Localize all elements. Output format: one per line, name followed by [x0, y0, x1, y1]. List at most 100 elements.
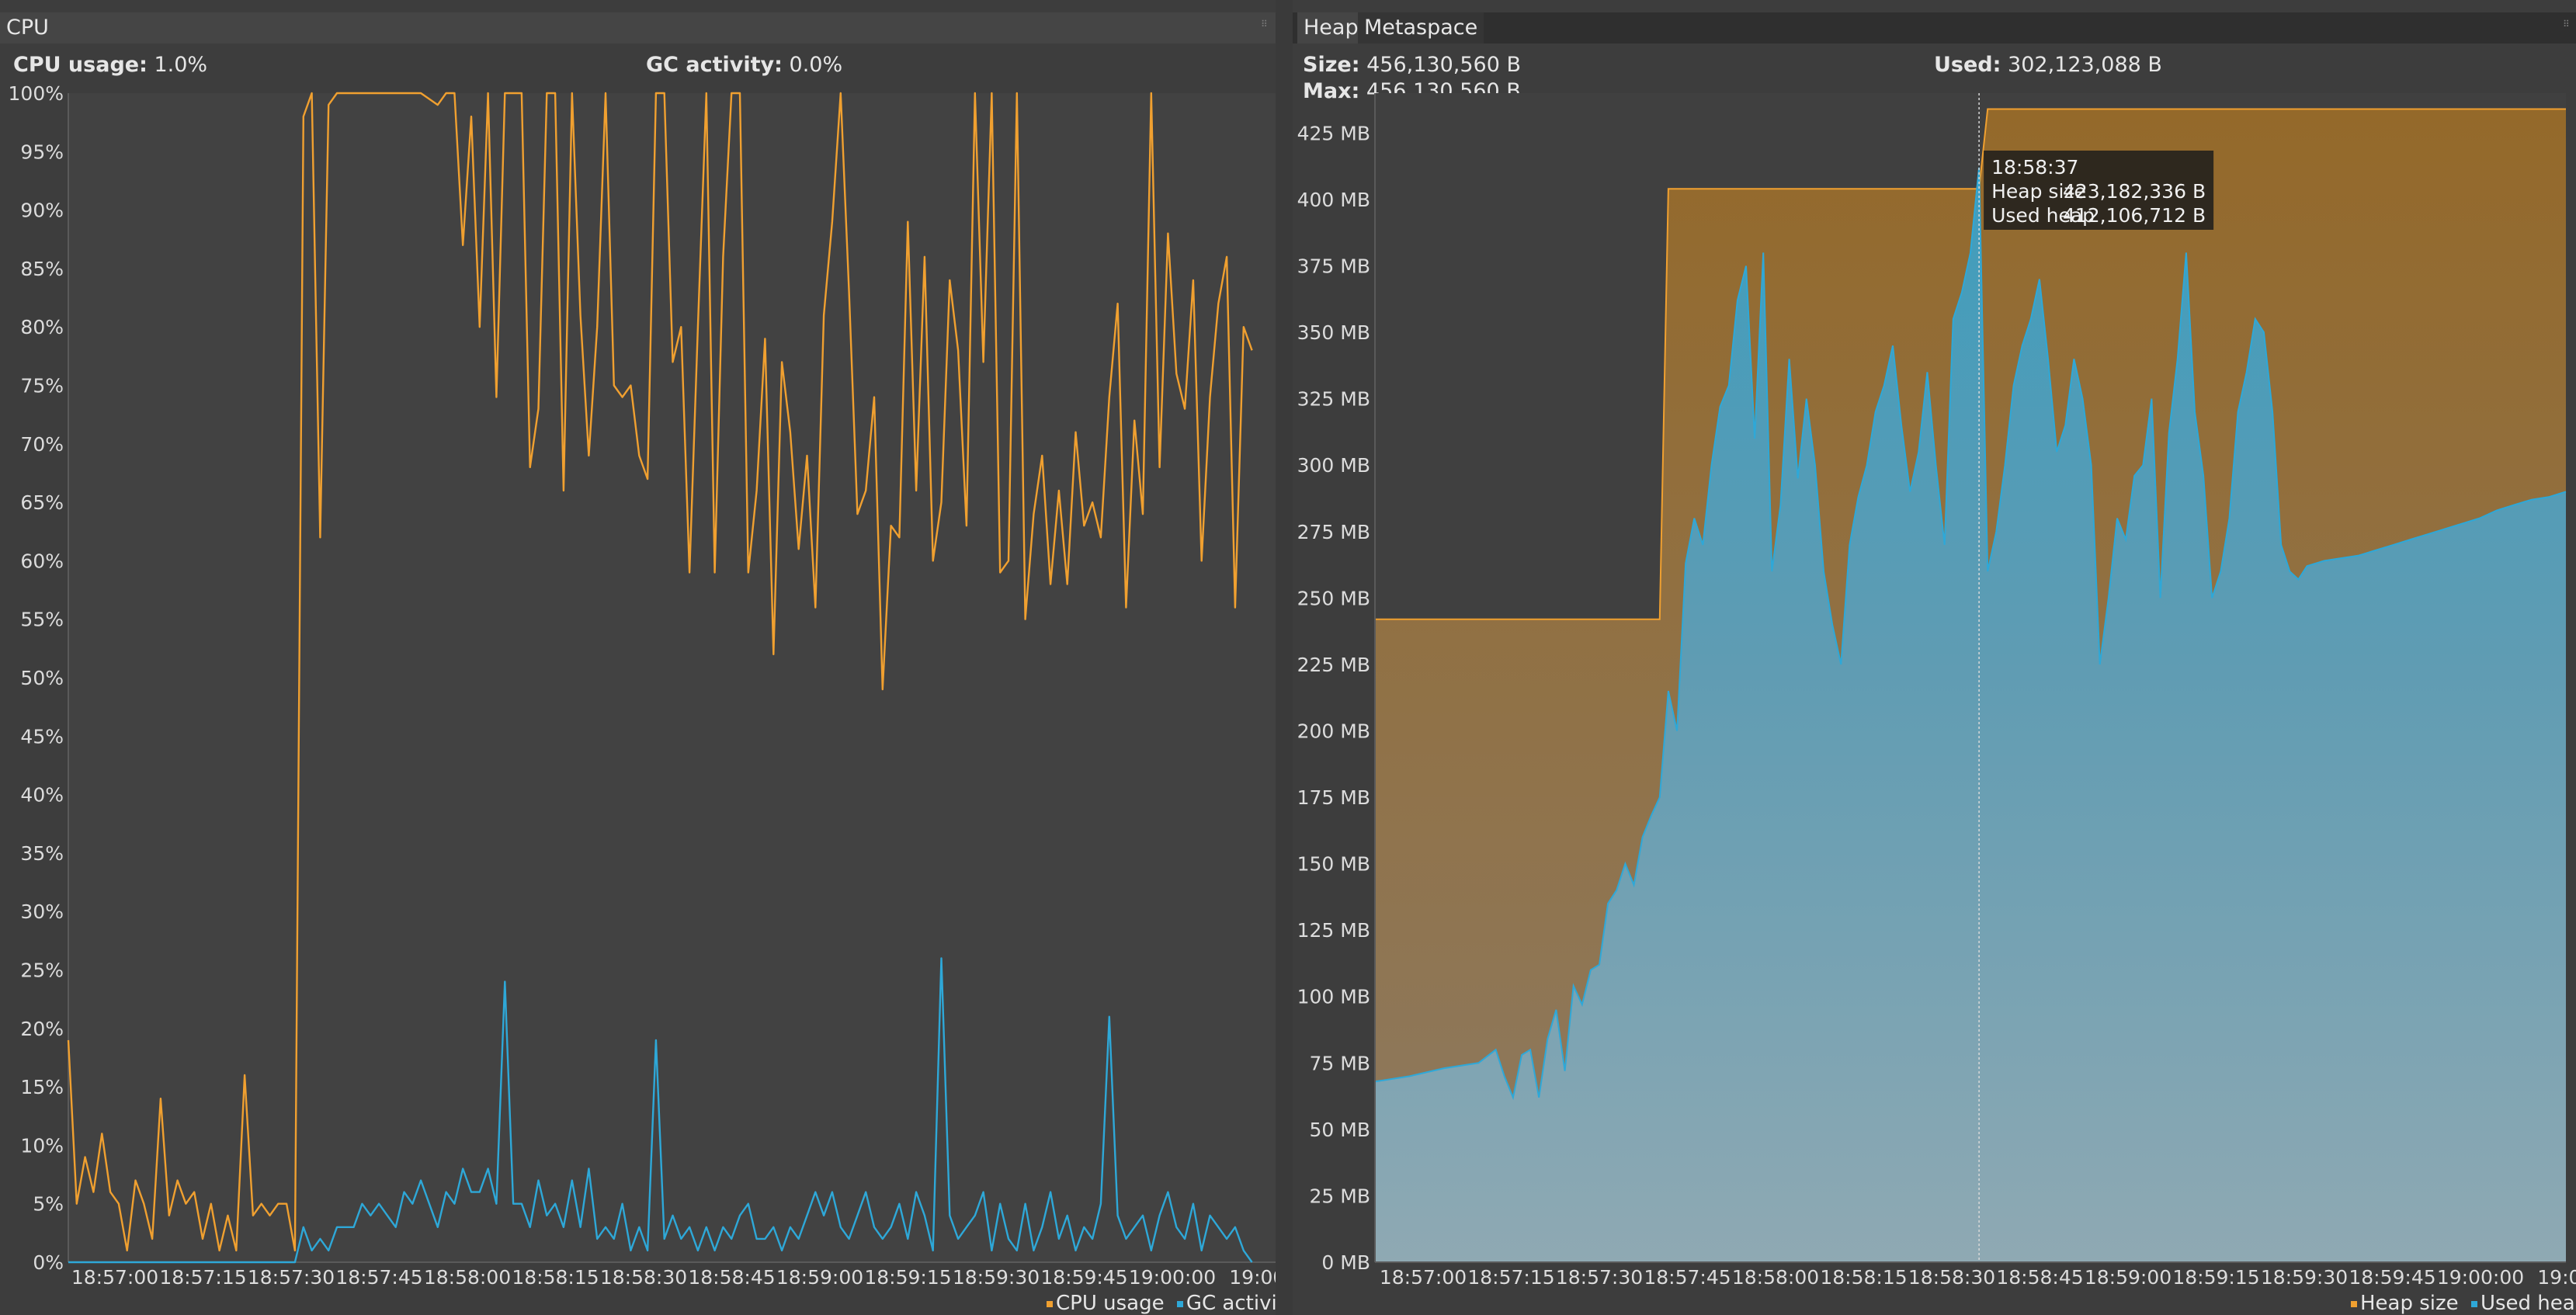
cpu-y-tick-label: 85% [20, 258, 64, 280]
gc-activity-swatch [1176, 1300, 1183, 1307]
cpu-x-tick-label: 18:57:00 [71, 1266, 158, 1289]
heap-size-readout: Size: 456,130,560 B [1303, 53, 1521, 77]
cpu-y-tick-label: 65% [20, 491, 64, 514]
panel-grip-icon[interactable]: ⠿ [2563, 19, 2570, 29]
heap-y-tick-label: 400 MB [1297, 189, 1370, 211]
heap-x-tick-label: 18:59:00 [2085, 1266, 2172, 1289]
heap-x-tick-label: 18:57:45 [1644, 1266, 1731, 1289]
heap-x-tick-label: 18:57:15 [1467, 1266, 1554, 1289]
cpu-x-tick-label: 18:58:15 [512, 1266, 599, 1289]
heap-y-tick-label: 125 MB [1297, 919, 1370, 942]
heap-x-tick-label: 19:00:00 [2437, 1266, 2524, 1289]
cpu-y-tick-label: 10% [20, 1134, 64, 1157]
cpu-y-tick-label: 55% [20, 609, 64, 631]
cpu-chart[interactable]: 0% 5% 10% 15% 20% 25% 30% 35% 40% 45% 50% 55% 60% 65%… [0, 0, 1281, 1315]
heap-y-tick-label: 75 MB [1310, 1052, 1370, 1074]
legend-used-heap: Used heap [2480, 1292, 2576, 1315]
tooltip-used-heap-value: 412,106,712 B [2063, 204, 2206, 227]
heap-y-tick-label: 0 MB [1321, 1251, 1370, 1274]
cpu-usage-value: 1.0% [154, 53, 208, 77]
cpu-y-tick-label: 35% [20, 842, 64, 865]
cpu-y-tick-label: 30% [20, 900, 64, 923]
gc-activity-label: GC activity: [646, 53, 783, 77]
tooltip-box [1984, 151, 2214, 230]
heap-y-tick-label: 150 MB [1297, 853, 1370, 876]
panel-grip-icon[interactable]: ⠿ [1261, 19, 1268, 29]
heap-used-label: Used: [1934, 53, 2001, 77]
heap-y-tick-label: 250 MB [1297, 587, 1370, 609]
cpu-usage-readout: CPU usage: 1.0% [13, 53, 207, 77]
used-heap-swatch [2470, 1300, 2477, 1307]
heap-panel: Heap Metaspace ⠿ Size: 456,130,560 B Use… [1293, 0, 2576, 1315]
cpu-y-tick-label: 70% [20, 433, 64, 456]
heap-x-tick-label: 18:58:15 [1820, 1266, 1907, 1289]
tab-heap[interactable]: Heap [1297, 12, 1365, 43]
cpu-x-tick-label: 18:58:30 [600, 1266, 687, 1289]
tooltip-time: 18:58:37 [1991, 156, 2078, 179]
heap-x-tick-label: 18:57:30 [1556, 1266, 1643, 1289]
heap-x-tick-label: 18:59:15 [2172, 1266, 2259, 1289]
legend-cpu-usage: CPU usage [1056, 1292, 1165, 1315]
heap-x-tick-label: 18:59:45 [2349, 1266, 2435, 1289]
heap-y-tick-label: 300 MB [1297, 454, 1370, 477]
heap-tabbar: Heap Metaspace ⠿ [1293, 12, 2576, 43]
heap-size-line [1375, 108, 2566, 620]
cpu-x-tick-label: 18:59:15 [864, 1266, 951, 1289]
cpu-y-tick-label: 100% [9, 82, 64, 105]
heap-x-tick-label: 19:00: [2537, 1266, 2576, 1289]
cpu-y-tick-label: 25% [20, 959, 64, 982]
heap-x-tick-label: 18:59:30 [2261, 1266, 2348, 1289]
cpu-legend: CPU usage GC activity [1047, 1292, 1297, 1315]
heap-y-tick-label: 275 MB [1297, 521, 1370, 543]
tab-metaspace[interactable]: Metaspace [1358, 12, 1484, 43]
tooltip-heap-size-value: 423,182,336 B [2063, 180, 2206, 203]
heap-max-label: Max: [1303, 79, 1360, 103]
heap-size-label: Size: [1303, 53, 1360, 77]
cpu-x-tick-label: 18:59:00 [776, 1266, 863, 1289]
cpu-panel-title[interactable]: CPU [0, 12, 1283, 43]
cpu-usage-swatch [1047, 1300, 1053, 1307]
heap-y-tick-label: 175 MB [1297, 786, 1370, 809]
used-heap-line [1374, 167, 2567, 1101]
heap-used-readout: Used: 302,123,088 B [1934, 53, 2162, 77]
heap-size-value: 456,130,560 B [1366, 53, 1521, 77]
cpu-x-tick-label: 18:58:45 [688, 1266, 775, 1289]
cpu-x-tick-label: 18:57:15 [159, 1266, 246, 1289]
heap-y-tick-label: 325 MB [1297, 388, 1370, 411]
heap-y-tick-label: 425 MB [1297, 122, 1370, 144]
panel-divider[interactable] [1276, 0, 1293, 1315]
gc-activity-value: 0.0% [789, 53, 843, 77]
cpu-x-tick-label: 18:59:45 [1040, 1266, 1127, 1289]
cpu-x-tick-label: 18:58:00 [424, 1266, 511, 1289]
cpu-x-tick-label: 18:57:45 [335, 1266, 422, 1289]
heap-y-tick-label: 200 MB [1297, 720, 1370, 742]
used-heap-area [1375, 167, 2566, 1262]
heap-x-tick-label: 18:58:00 [1732, 1266, 1819, 1289]
cpu-x-tick-label: 18:57:30 [248, 1266, 335, 1289]
heap-y-tick-label: 100 MB [1297, 986, 1370, 1008]
heap-size-swatch [2351, 1300, 2357, 1307]
cpu-y-tick-label: 15% [20, 1076, 64, 1098]
heap-x-tick-label: 18:58:30 [1908, 1266, 1995, 1289]
cpu-y-tick-label: 80% [20, 316, 64, 338]
cpu-y-tick-label: 0% [33, 1251, 64, 1274]
cpu-y-tick-label: 90% [20, 200, 64, 222]
cpu-y-tick-label: 5% [33, 1193, 64, 1216]
cpu-y-tick-label: 95% [20, 141, 64, 163]
cpu-y-tick-label: 75% [20, 375, 64, 397]
cpu-y-tick-label: 40% [20, 784, 64, 807]
heap-x-tick-label: 18:57:00 [1380, 1266, 1467, 1289]
cpu-usage-label: CPU usage: [13, 53, 148, 77]
cpu-titlebar: CPU ⠿ [0, 12, 1283, 43]
heap-used-value: 302,123,088 B [2008, 53, 2162, 77]
cpu-y-tick-label: 50% [20, 667, 64, 689]
gc-activity-readout: GC activity: 0.0% [646, 53, 842, 77]
cpu-y-tick-label: 60% [20, 550, 64, 572]
heap-y-tick-label: 50 MB [1310, 1119, 1370, 1141]
heap-chart[interactable]: 0 MB 25 MB 50 MB 75 MB 100 MB 125 MB 150 MB 175… [1293, 0, 2576, 1315]
cpu-panel: CPU ⠿ CPU usage: 1.0% GC activity: 0.0% … [0, 0, 1297, 1315]
cpu-y-tick-label: 45% [20, 725, 64, 748]
cpu-x-tick-label: 19:00:00 [1129, 1266, 1216, 1289]
tooltip-used-heap-label: Used heap [1991, 204, 2095, 227]
